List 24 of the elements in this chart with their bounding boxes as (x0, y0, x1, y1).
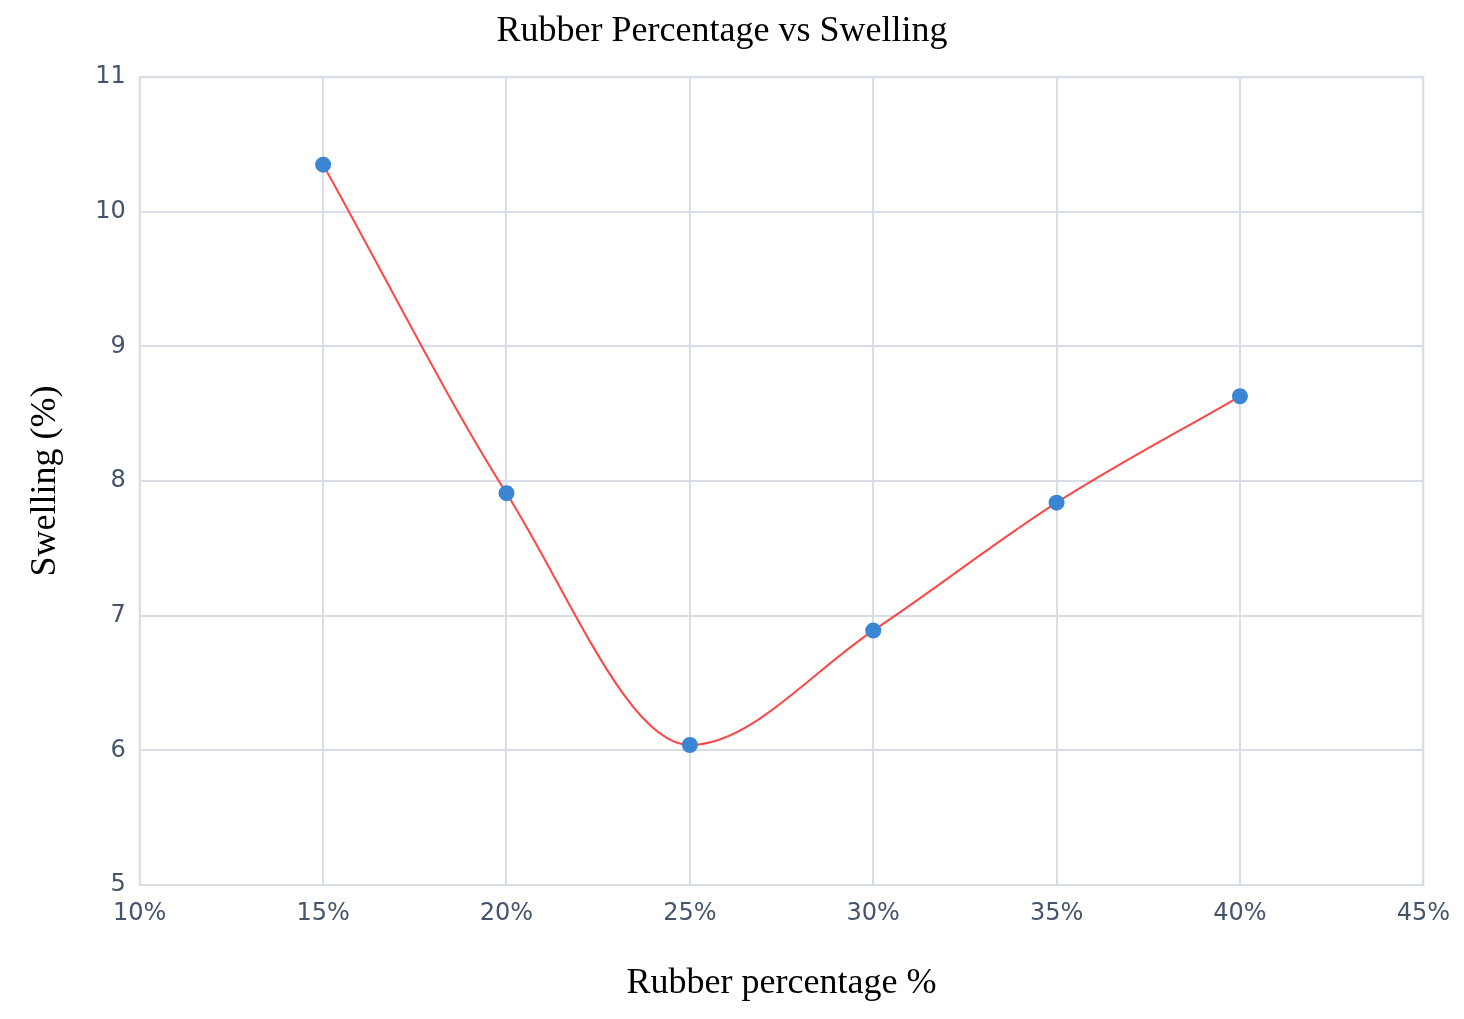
x-tick-label: 15% (296, 897, 350, 926)
y-tick-label: 5 (110, 869, 126, 898)
y-tick-label: 11 (95, 61, 126, 90)
x-tick-label: 35% (1029, 897, 1084, 926)
x-tick-label: 10% (113, 897, 167, 926)
y-tick-label: 9 (110, 330, 126, 359)
x-axis-title: Rubber percentage % (626, 960, 937, 1001)
y-tick-label: 8 (110, 465, 126, 494)
point (1231, 388, 1248, 405)
x-tick-label: 20% (479, 897, 534, 926)
x-tick-label: 45% (1396, 897, 1450, 926)
point (865, 622, 882, 639)
y-axis-title: Swelling (%) (23, 385, 64, 577)
x-tick-label: 30% (846, 897, 900, 926)
y-tick-label: 6 (110, 734, 126, 763)
x-tick-label: 40% (1213, 897, 1267, 926)
point (315, 156, 332, 173)
chart-title: Rubber Percentage vs Swelling (496, 9, 948, 50)
point (681, 736, 698, 753)
y-tick-label: 10 (95, 196, 126, 225)
point (498, 485, 515, 502)
y-tick-label: 7 (110, 599, 126, 628)
x-tick-label: 25% (663, 897, 717, 926)
point (1048, 494, 1065, 511)
